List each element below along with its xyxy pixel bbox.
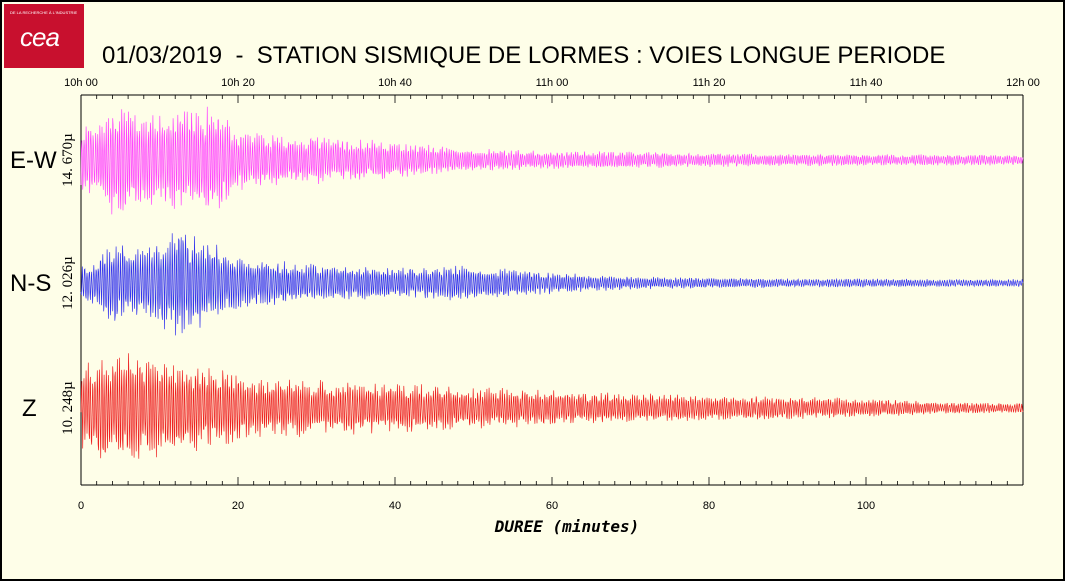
scale-label: 14. 670µ bbox=[60, 133, 76, 187]
scale-label: 12. 026µ bbox=[60, 256, 76, 310]
logo-tagline: DE LA RECHERCHE À L'INDUSTRIE bbox=[10, 10, 78, 15]
time-tick-label: 12h 00 bbox=[1006, 77, 1040, 89]
channel-label: Z bbox=[22, 395, 37, 422]
time-tick-label: 11h 20 bbox=[693, 77, 726, 89]
cea-logo: DE LA RECHERCHE À L'INDUSTRIE cea bbox=[4, 4, 84, 68]
x-tick-label: 60 bbox=[546, 500, 558, 512]
time-tick-label: 11h 00 bbox=[536, 77, 569, 89]
x-tick-label: 20 bbox=[232, 500, 244, 512]
trace-e-w bbox=[80, 106, 1024, 215]
time-tick-label: 11h 40 bbox=[850, 77, 883, 89]
channel-label: E-W bbox=[10, 147, 57, 174]
time-tick-label: 10h 20 bbox=[221, 77, 255, 89]
trace-z bbox=[80, 353, 1024, 459]
channel-label: N-S bbox=[10, 270, 51, 297]
x-tick-label: 80 bbox=[703, 500, 715, 512]
x-axis-label: DUREE (minutes) bbox=[494, 517, 640, 536]
trace-n-s bbox=[80, 233, 1024, 336]
page-title: 01/03/2019 - STATION SISMIQUE DE LORMES … bbox=[102, 42, 946, 69]
scale-label: 10. 248µ bbox=[60, 381, 76, 435]
x-tick-label: 0 bbox=[78, 500, 84, 512]
time-tick-label: 10h 00 bbox=[64, 77, 98, 89]
logo-text: cea bbox=[20, 22, 60, 52]
time-tick-label: 10h 40 bbox=[378, 77, 412, 89]
x-tick-label: 100 bbox=[857, 500, 875, 512]
x-tick-label: 40 bbox=[389, 500, 401, 512]
